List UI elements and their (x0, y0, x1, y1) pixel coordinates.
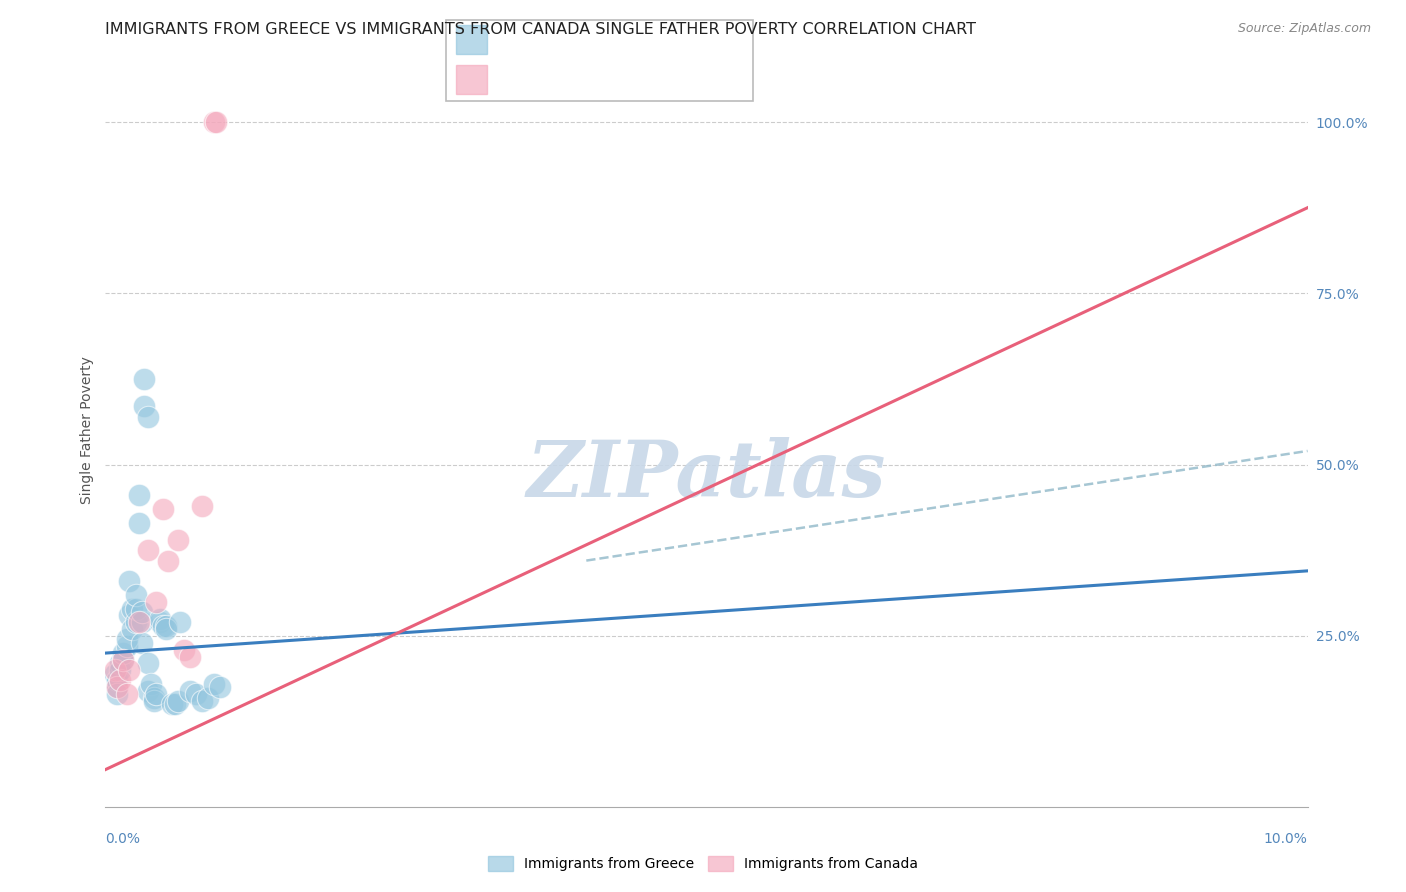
Point (205, 115, 228, 129)
Point (131, 615, 153, 630)
Text: N =: N = (627, 71, 661, 87)
Point (108, 657, 131, 671)
Point (112, 646, 135, 660)
Point (166, 533, 188, 547)
Bar (456, 26, 486, 54)
Point (179, 649, 201, 664)
Y-axis label: Single Father Poverty: Single Father Poverty (80, 357, 94, 504)
Bar (456, 65, 486, 95)
Text: ZIPatlas: ZIPatlas (527, 437, 886, 514)
Point (121, 622, 143, 636)
Point (118, 608, 141, 623)
Text: 10.0%: 10.0% (1264, 832, 1308, 846)
Point (202, 677, 225, 691)
Text: 0.154: 0.154 (547, 31, 595, 46)
Point (108, 673, 131, 688)
Point (124, 615, 146, 630)
Point (131, 605, 153, 619)
Point (136, 409, 159, 424)
Point (132, 400, 155, 414)
Text: N =: N = (627, 31, 661, 46)
Point (155, 622, 177, 636)
Point (132, 372, 155, 386)
Point (184, 687, 207, 701)
Point (145, 687, 167, 701)
Point (169, 615, 191, 630)
Point (118, 663, 141, 677)
Point (108, 663, 131, 677)
Point (115, 632, 138, 647)
Point (131, 636, 153, 650)
Point (128, 488, 150, 502)
Point (136, 657, 159, 671)
Text: 0.720: 0.720 (547, 71, 596, 87)
Point (190, 694, 212, 708)
Point (156, 553, 179, 567)
Point (160, 698, 183, 712)
Point (155, 618, 177, 632)
Point (107, 681, 129, 695)
Legend: Immigrants from Greece, Immigrants from Canada: Immigrants from Greece, Immigrants from … (481, 849, 925, 878)
Point (142, 694, 165, 708)
Point (190, 499, 212, 513)
Text: Source: ZipAtlas.com: Source: ZipAtlas.com (1237, 22, 1371, 36)
Point (145, 595, 167, 609)
Point (173, 642, 195, 657)
Point (107, 681, 129, 695)
Point (136, 543, 159, 558)
Point (128, 516, 150, 530)
Point (104, 663, 127, 677)
Point (148, 615, 170, 630)
Point (179, 683, 201, 698)
FancyBboxPatch shape (446, 20, 754, 101)
Point (165, 698, 187, 712)
Text: 46: 46 (673, 31, 695, 46)
Point (166, 694, 188, 708)
Point (148, 612, 170, 626)
Point (115, 687, 138, 701)
Point (107, 687, 129, 701)
Point (152, 618, 174, 632)
Point (142, 690, 165, 705)
Point (107, 673, 129, 688)
Point (124, 588, 146, 602)
Text: R =: R = (501, 31, 533, 46)
Point (104, 666, 127, 681)
Text: 17: 17 (673, 71, 695, 87)
Point (112, 653, 135, 667)
Point (118, 574, 141, 589)
Point (124, 601, 146, 615)
Point (197, 690, 219, 705)
Point (202, 115, 225, 129)
Point (112, 653, 135, 667)
Point (136, 683, 159, 698)
Point (115, 639, 138, 653)
Point (139, 677, 162, 691)
Text: IMMIGRANTS FROM GREECE VS IMMIGRANTS FROM CANADA SINGLE FATHER POVERTY CORRELATI: IMMIGRANTS FROM GREECE VS IMMIGRANTS FRO… (105, 22, 976, 37)
Text: 0.0%: 0.0% (105, 832, 141, 846)
Point (208, 681, 231, 695)
Text: R =: R = (501, 71, 533, 87)
Point (128, 615, 150, 630)
Point (121, 601, 143, 615)
Point (152, 502, 174, 516)
